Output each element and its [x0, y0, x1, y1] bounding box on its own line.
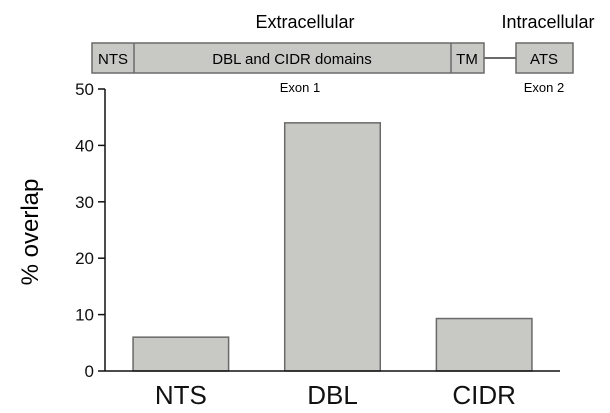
y-tick-label: 0	[85, 362, 94, 381]
y-axis-title: % overlap	[17, 179, 44, 286]
x-tick-label: CIDR	[452, 380, 516, 410]
y-tick-label: 30	[75, 193, 94, 212]
exon1-label: Exon 1	[280, 80, 320, 95]
bar-dbl	[283, 122, 382, 372]
segment-nts-label: NTS	[98, 51, 128, 68]
extracellular-label: Extracellular	[255, 12, 354, 32]
gene-diagram: Extracellular Intracellular NTS DBL and …	[91, 12, 595, 95]
y-tick-label: 10	[75, 306, 94, 325]
exon2-box	[515, 42, 574, 74]
bar-chart: % overlap 0 10 20 30 40 50 NTS DBL CIDR	[17, 80, 560, 410]
bars	[132, 122, 533, 372]
bar-cidr	[435, 317, 533, 372]
exon2-label: Exon 2	[524, 80, 564, 95]
x-tick-label: NTS	[155, 380, 207, 410]
segment-tm-label: TM	[456, 51, 478, 68]
segment-dbl-cidr-label: DBL and CIDR domains	[212, 51, 372, 68]
x-tick-label: DBL	[307, 380, 358, 410]
bar-nts	[132, 336, 230, 372]
segment-ats-label: ATS	[530, 51, 558, 68]
y-tick-label: 50	[75, 80, 94, 99]
y-tick-label: 40	[75, 136, 94, 155]
intracellular-label: Intracellular	[501, 12, 594, 32]
y-tick-label: 20	[75, 249, 94, 268]
y-axis: 0 10 20 30 40 50	[75, 80, 106, 381]
x-axis: NTS DBL CIDR	[105, 370, 560, 410]
exon1-box	[91, 42, 485, 74]
